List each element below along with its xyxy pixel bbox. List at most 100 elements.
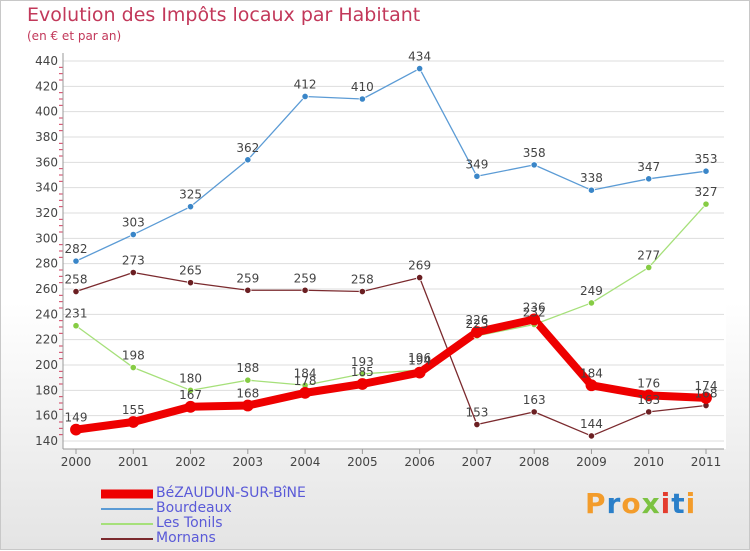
x-tick-label: 2004 [290, 455, 321, 469]
data-point [244, 376, 252, 384]
data-point [70, 423, 82, 436]
data-point [358, 287, 366, 296]
legend-swatch [101, 489, 153, 498]
data-point [301, 286, 309, 294]
data-point [702, 167, 710, 175]
data-point [129, 363, 137, 372]
data-label: 236 [523, 300, 546, 314]
data-point [528, 313, 541, 326]
y-tick-label: 200 [35, 358, 58, 372]
data-point [241, 399, 254, 412]
data-point [530, 161, 538, 169]
y-tick-label: 320 [35, 206, 58, 220]
data-label: 180 [179, 371, 202, 385]
chart-title: Evolution des Impôts locaux par Habitant [27, 4, 421, 26]
series-line-mornans [75, 271, 707, 437]
data-label: 168 [695, 387, 718, 401]
x-tick-label: 2000 [61, 455, 92, 469]
data-label: 153 [465, 406, 488, 420]
y-tick-label: 440 [35, 54, 58, 68]
legend-swatch [101, 507, 153, 510]
x-tick-label: 2007 [462, 455, 493, 469]
y-tick-label: 360 [35, 155, 58, 169]
data-point [186, 279, 195, 287]
y-tick-label: 160 [35, 409, 58, 423]
data-label: 259 [294, 271, 317, 285]
data-point [356, 378, 369, 390]
data-label: 163 [523, 393, 546, 407]
data-point [358, 370, 366, 378]
data-label: 277 [637, 248, 660, 262]
data-label: 196 [408, 351, 431, 365]
y-tick-label: 340 [35, 181, 58, 195]
legend-label: Mornans [156, 530, 216, 546]
data-label: 349 [465, 157, 488, 171]
data-label: 194 [408, 354, 431, 368]
data-point [129, 268, 137, 277]
data-point [299, 386, 311, 399]
data-point [129, 230, 137, 239]
data-label: 174 [695, 379, 718, 393]
data-point [416, 65, 424, 73]
legend-label: BéZAUDUN-SUR-BîNE [156, 485, 306, 501]
data-point [642, 389, 655, 402]
x-tick-label: 2008 [519, 455, 550, 469]
data-label: 167 [179, 388, 202, 402]
legend-label: Les Tonils [156, 515, 223, 531]
y-tick-label: 260 [35, 282, 58, 296]
data-label: 259 [236, 271, 259, 285]
data-label: 168 [236, 387, 259, 401]
logo-letter: o [621, 487, 642, 520]
data-label: 149 [65, 411, 88, 425]
series-line-b-zaudun-sur-b-ne [75, 315, 707, 434]
x-tick-label: 2011 [691, 455, 722, 469]
data-point [700, 392, 712, 404]
logo-letter: i [660, 487, 672, 520]
data-label: 347 [637, 160, 660, 174]
y-tick-label: 300 [35, 231, 58, 245]
y-tick-label: 240 [35, 307, 58, 321]
y-tick-label: 280 [35, 257, 58, 271]
data-label: 198 [122, 349, 145, 363]
data-point [184, 400, 197, 413]
data-label: 353 [695, 152, 718, 166]
y-tick-label: 380 [35, 130, 58, 144]
data-label: 163 [637, 393, 660, 407]
data-label: 434 [408, 50, 431, 64]
x-tick-label: 2001 [118, 455, 149, 469]
data-label: 327 [695, 185, 718, 199]
data-label: 325 [179, 188, 202, 202]
data-label: 362 [236, 141, 259, 155]
data-label: 269 [408, 259, 431, 273]
data-point [72, 257, 80, 265]
data-label: 231 [65, 307, 88, 321]
data-point [473, 172, 481, 180]
data-point [301, 92, 309, 101]
x-tick-label: 2009 [576, 455, 607, 469]
data-label: 184 [580, 366, 603, 380]
data-label: 338 [580, 171, 603, 185]
legend-swatch [101, 522, 153, 525]
data-label: 265 [179, 264, 202, 278]
data-point [645, 175, 653, 183]
logo-letter: i [685, 487, 697, 520]
logo-letter: P [585, 487, 607, 520]
y-tick-label: 180 [35, 383, 58, 397]
data-label: 193 [351, 355, 374, 369]
data-point [587, 299, 596, 307]
data-point [645, 263, 653, 272]
x-tick-label: 2010 [633, 455, 664, 469]
data-point [416, 273, 424, 282]
chart-subtitle: (en € et par an) [27, 29, 122, 43]
data-label: 155 [122, 403, 145, 417]
data-point [186, 386, 195, 394]
x-tick-label: 2003 [233, 455, 264, 469]
data-point [587, 186, 596, 194]
x-tick-label: 2005 [347, 455, 378, 469]
y-tick-label: 420 [35, 79, 58, 93]
data-label: 188 [236, 361, 259, 375]
legend-label: Bourdeaux [156, 500, 232, 516]
data-point [72, 322, 80, 330]
data-point [244, 156, 252, 164]
